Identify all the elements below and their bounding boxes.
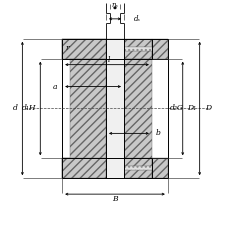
Text: d₂G: d₂G bbox=[169, 104, 183, 113]
Text: d₁H: d₁H bbox=[22, 104, 36, 113]
Text: l: l bbox=[107, 56, 110, 64]
Text: r: r bbox=[65, 44, 68, 52]
Bar bbox=[151, 39, 167, 59]
Bar bbox=[62, 158, 106, 178]
Bar bbox=[115, 59, 151, 158]
Text: dₛ: dₛ bbox=[133, 15, 140, 23]
Text: b: b bbox=[155, 129, 160, 137]
Text: D: D bbox=[204, 104, 210, 113]
Text: nₛ: nₛ bbox=[111, 1, 118, 9]
Text: B: B bbox=[112, 195, 117, 203]
Bar bbox=[151, 158, 167, 178]
Text: a: a bbox=[52, 83, 57, 91]
Text: D₁: D₁ bbox=[186, 104, 195, 113]
Bar bbox=[62, 158, 151, 166]
Bar bbox=[62, 47, 151, 51]
Bar bbox=[62, 39, 151, 47]
Bar bbox=[62, 39, 106, 59]
Bar bbox=[62, 170, 151, 178]
Bar bbox=[70, 59, 106, 158]
Bar bbox=[106, 39, 123, 178]
Text: d: d bbox=[12, 104, 17, 113]
Bar bbox=[62, 51, 151, 59]
Bar bbox=[62, 166, 151, 170]
